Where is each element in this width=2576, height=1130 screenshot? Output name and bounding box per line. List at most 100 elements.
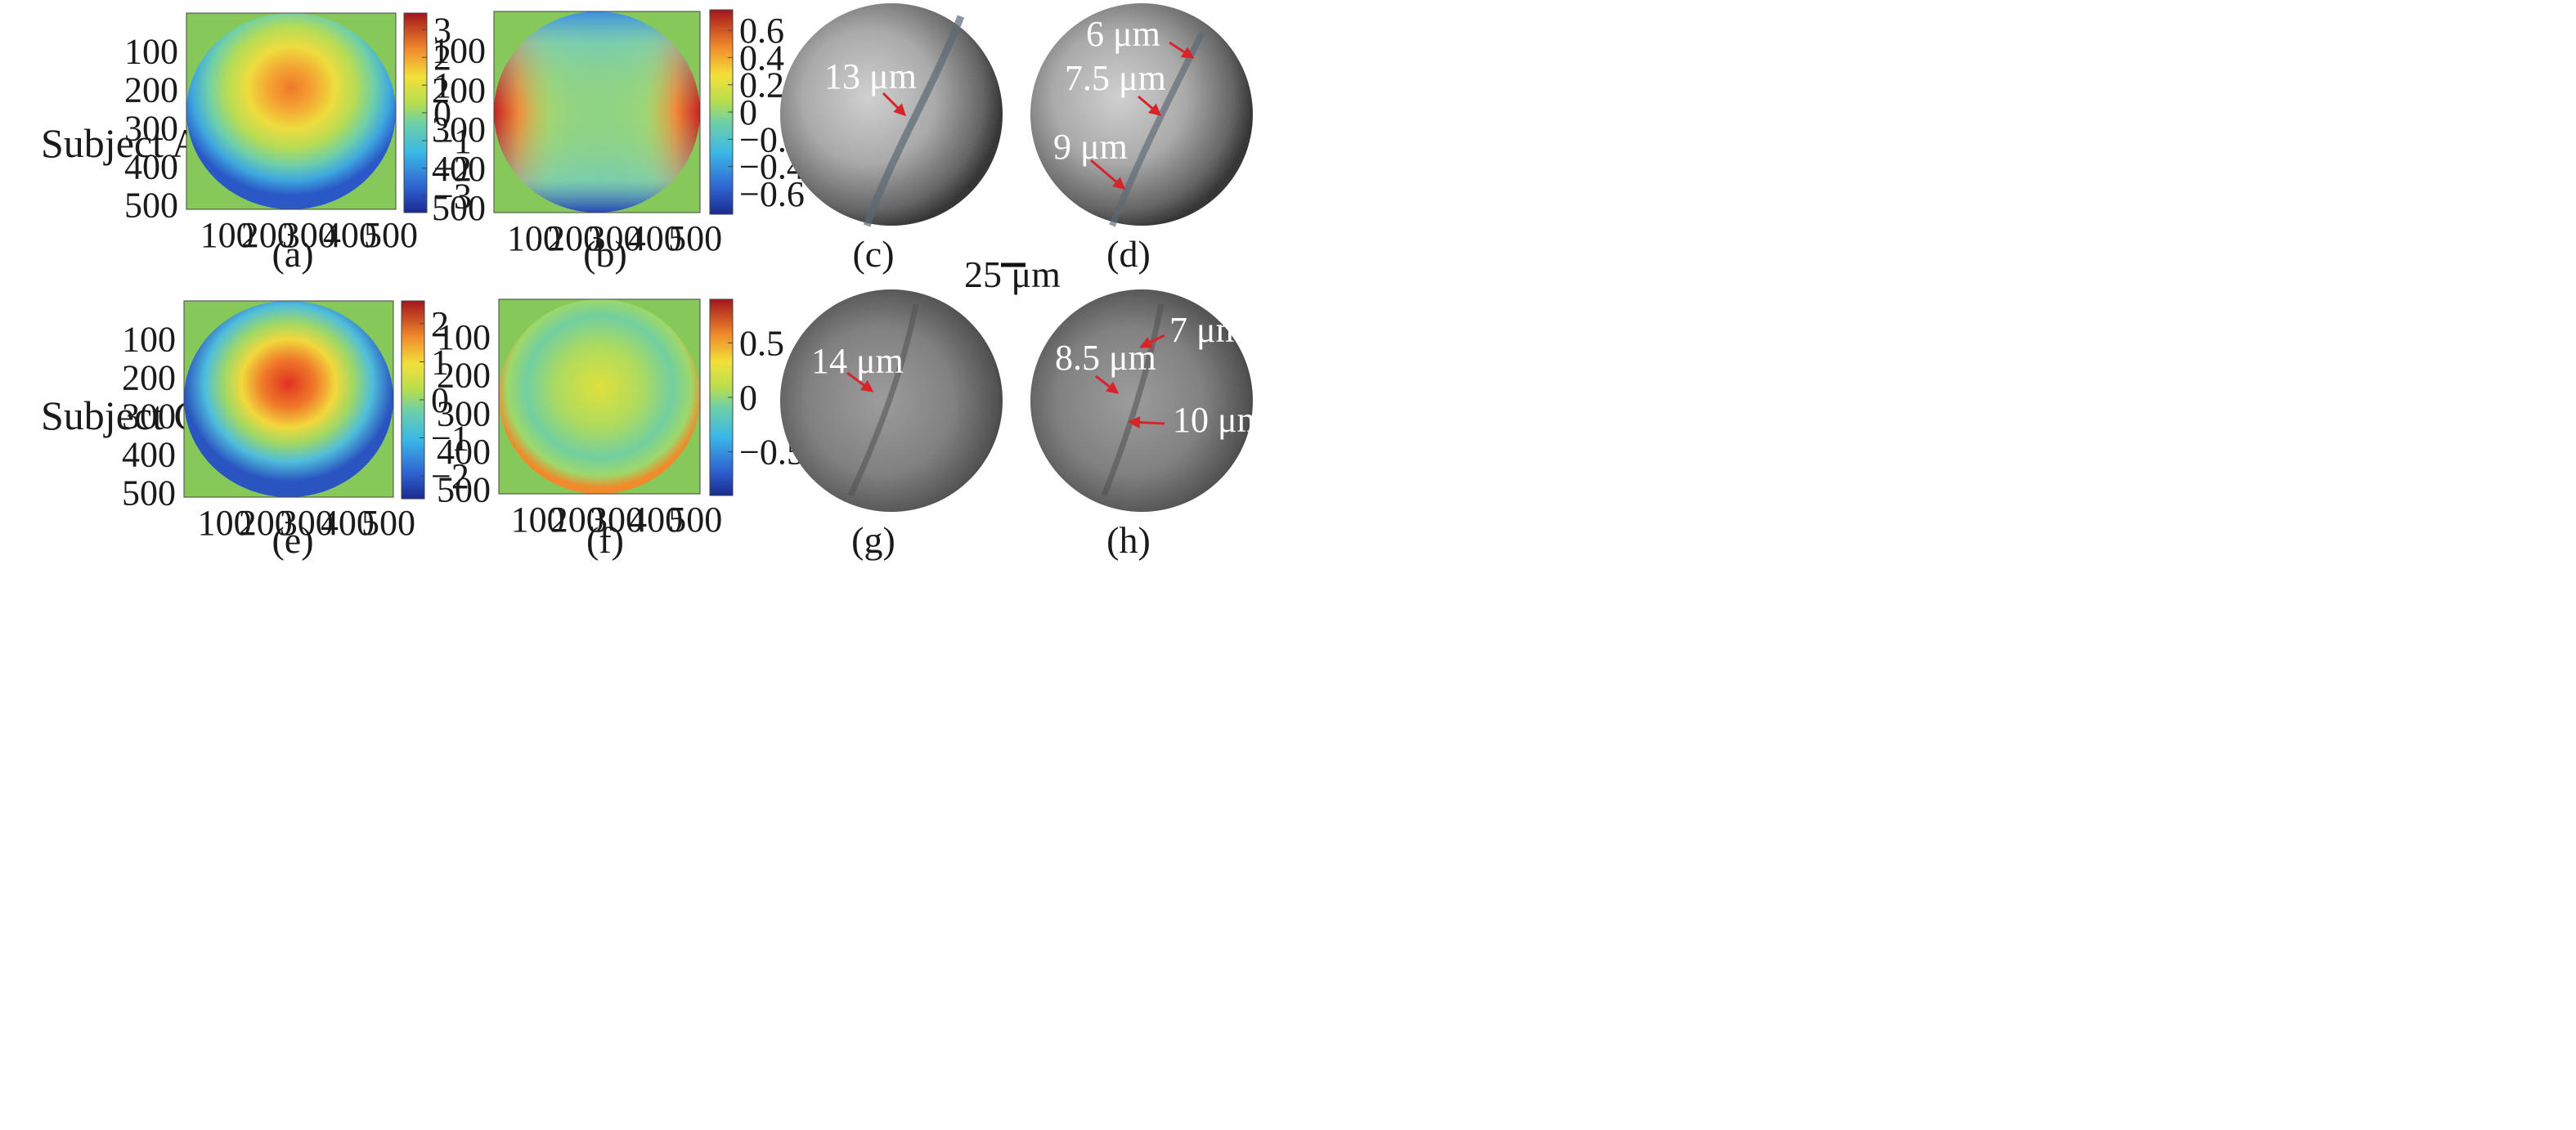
caption-b: (b) (583, 233, 627, 275)
colorbar-tick-label: 2 (433, 38, 451, 78)
caption-a: (a) (272, 233, 313, 275)
colorbar-tick-label: 0.5 (739, 323, 784, 363)
x-tick-label: 300 (282, 215, 336, 255)
x-tick-label: 500 (668, 218, 722, 258)
colorbar-tick-label: −3 (433, 177, 472, 217)
x-tick-label: 100 (511, 500, 565, 540)
blood-vessel (847, 303, 919, 497)
annotation-14um: 14 μm (811, 341, 904, 381)
colorbar-tick-label: 3 (433, 10, 451, 50)
colorbar-tick-label: −1 (433, 121, 472, 161)
x-tick-label: 200 (239, 503, 293, 543)
y-tick-label: 300 (122, 396, 176, 436)
annotation-7-5um: 7.5 μm (1065, 58, 1166, 98)
colorbar-tick-label: 0.4 (739, 38, 784, 78)
x-tick-label: 100 (198, 503, 252, 543)
x-tick-label: 500 (364, 215, 418, 255)
annotation-6um: 6 μm (1086, 14, 1160, 54)
y-tick-label: 500 (124, 185, 178, 225)
plot-frame (498, 298, 701, 495)
colorbar-tick-label: 0 (433, 93, 451, 133)
y-tick-label: 100 (437, 317, 491, 357)
retina-image-c (780, 3, 1003, 227)
colorbar-tick-label: 0 (739, 378, 757, 418)
colorbar-ticks: 210−1−2 (420, 304, 469, 496)
colorbar-tick-label: 0 (739, 92, 757, 132)
caption-e: (e) (272, 519, 313, 561)
arrow-7um (1139, 334, 1165, 348)
x-tick-label: 300 (280, 503, 334, 543)
retina-texture (1030, 3, 1253, 226)
x-tick-label: 100 (200, 215, 254, 255)
caption-g: (g) (851, 519, 895, 561)
row-label-subject-a: Subject A (41, 120, 201, 166)
retina-image-g (780, 289, 1003, 512)
y-tick-label: 200 (437, 356, 491, 396)
plot-frame (493, 11, 701, 213)
y-tick-label: 300 (437, 393, 491, 433)
colorbar-tick-label: 0 (431, 380, 449, 420)
caption-d: (d) (1106, 233, 1151, 275)
arrow-10um (1128, 416, 1165, 429)
y-tick-label: 100 (124, 31, 178, 71)
x-tick-label: 300 (590, 500, 644, 540)
colorbar-tick-label: 0.2 (739, 65, 784, 105)
colorbar-tick-label: 1 (431, 342, 449, 382)
y-tick-label: 400 (124, 146, 178, 186)
x-tick-label: 400 (321, 503, 375, 543)
colorbar-tick-label: −2 (433, 149, 472, 189)
annotation-10um: 10 μm (1173, 400, 1265, 440)
scale-bar-label: 25 μm (964, 253, 1061, 295)
y-tick-label: 300 (124, 108, 178, 148)
x-tick-label: 400 (323, 215, 377, 255)
y-tick-label: 200 (122, 357, 176, 397)
blood-vessel (863, 15, 965, 227)
wavefront-disk (186, 13, 396, 209)
wavefront-lobes-vertical (494, 11, 700, 213)
x-tick-label: 100 (507, 218, 561, 258)
y-tick-label: 100 (432, 31, 486, 71)
y-tick-label: 400 (437, 432, 491, 472)
x-tick-label: 200 (550, 500, 604, 540)
blood-vessel (1101, 303, 1165, 497)
x-tick-label: 400 (628, 218, 682, 258)
retina-texture (1030, 289, 1253, 512)
colorbar-tick-label: 1 (433, 65, 451, 105)
x-tick-label: 200 (547, 218, 601, 258)
wavefront-disk (499, 299, 700, 494)
annotation-9um: 9 μm (1053, 127, 1128, 167)
arrow-8-5um (1095, 374, 1120, 394)
caption-f: (f) (586, 519, 624, 561)
colorbar-tick-label: 0.6 (739, 11, 784, 51)
arrow-6um (1169, 41, 1195, 59)
wavefront-disk (184, 301, 393, 497)
retina-image-d (1030, 3, 1253, 227)
x-tick-label: 500 (361, 503, 415, 543)
x-tick-label: 500 (668, 500, 722, 540)
y-tick-label: 400 (122, 434, 176, 474)
caption-c: (c) (852, 233, 894, 275)
x-tick-label: 200 (241, 215, 295, 255)
y-tick-label: 200 (124, 70, 178, 110)
caption-h: (h) (1106, 519, 1151, 561)
arrow-7-5um (1138, 95, 1162, 116)
arrow-9um (1090, 159, 1126, 190)
y-tick-label: 200 (432, 70, 486, 110)
colorbar-tick-label: −2 (431, 456, 469, 496)
y-tick-label: 500 (437, 469, 491, 509)
y-tick-label: 500 (122, 473, 176, 513)
y-tick-label: 500 (432, 188, 486, 228)
annotations: 13 μm 6 μm 7.5 μm 9 μm 14 μm 7 μm 8.5 μm… (811, 14, 1265, 440)
plot-frame (183, 300, 394, 498)
colorbar-tick-label: 2 (431, 304, 449, 344)
scale-bar: 25 μm (964, 253, 1061, 295)
row-label-subject-c: Subject C (41, 392, 201, 438)
